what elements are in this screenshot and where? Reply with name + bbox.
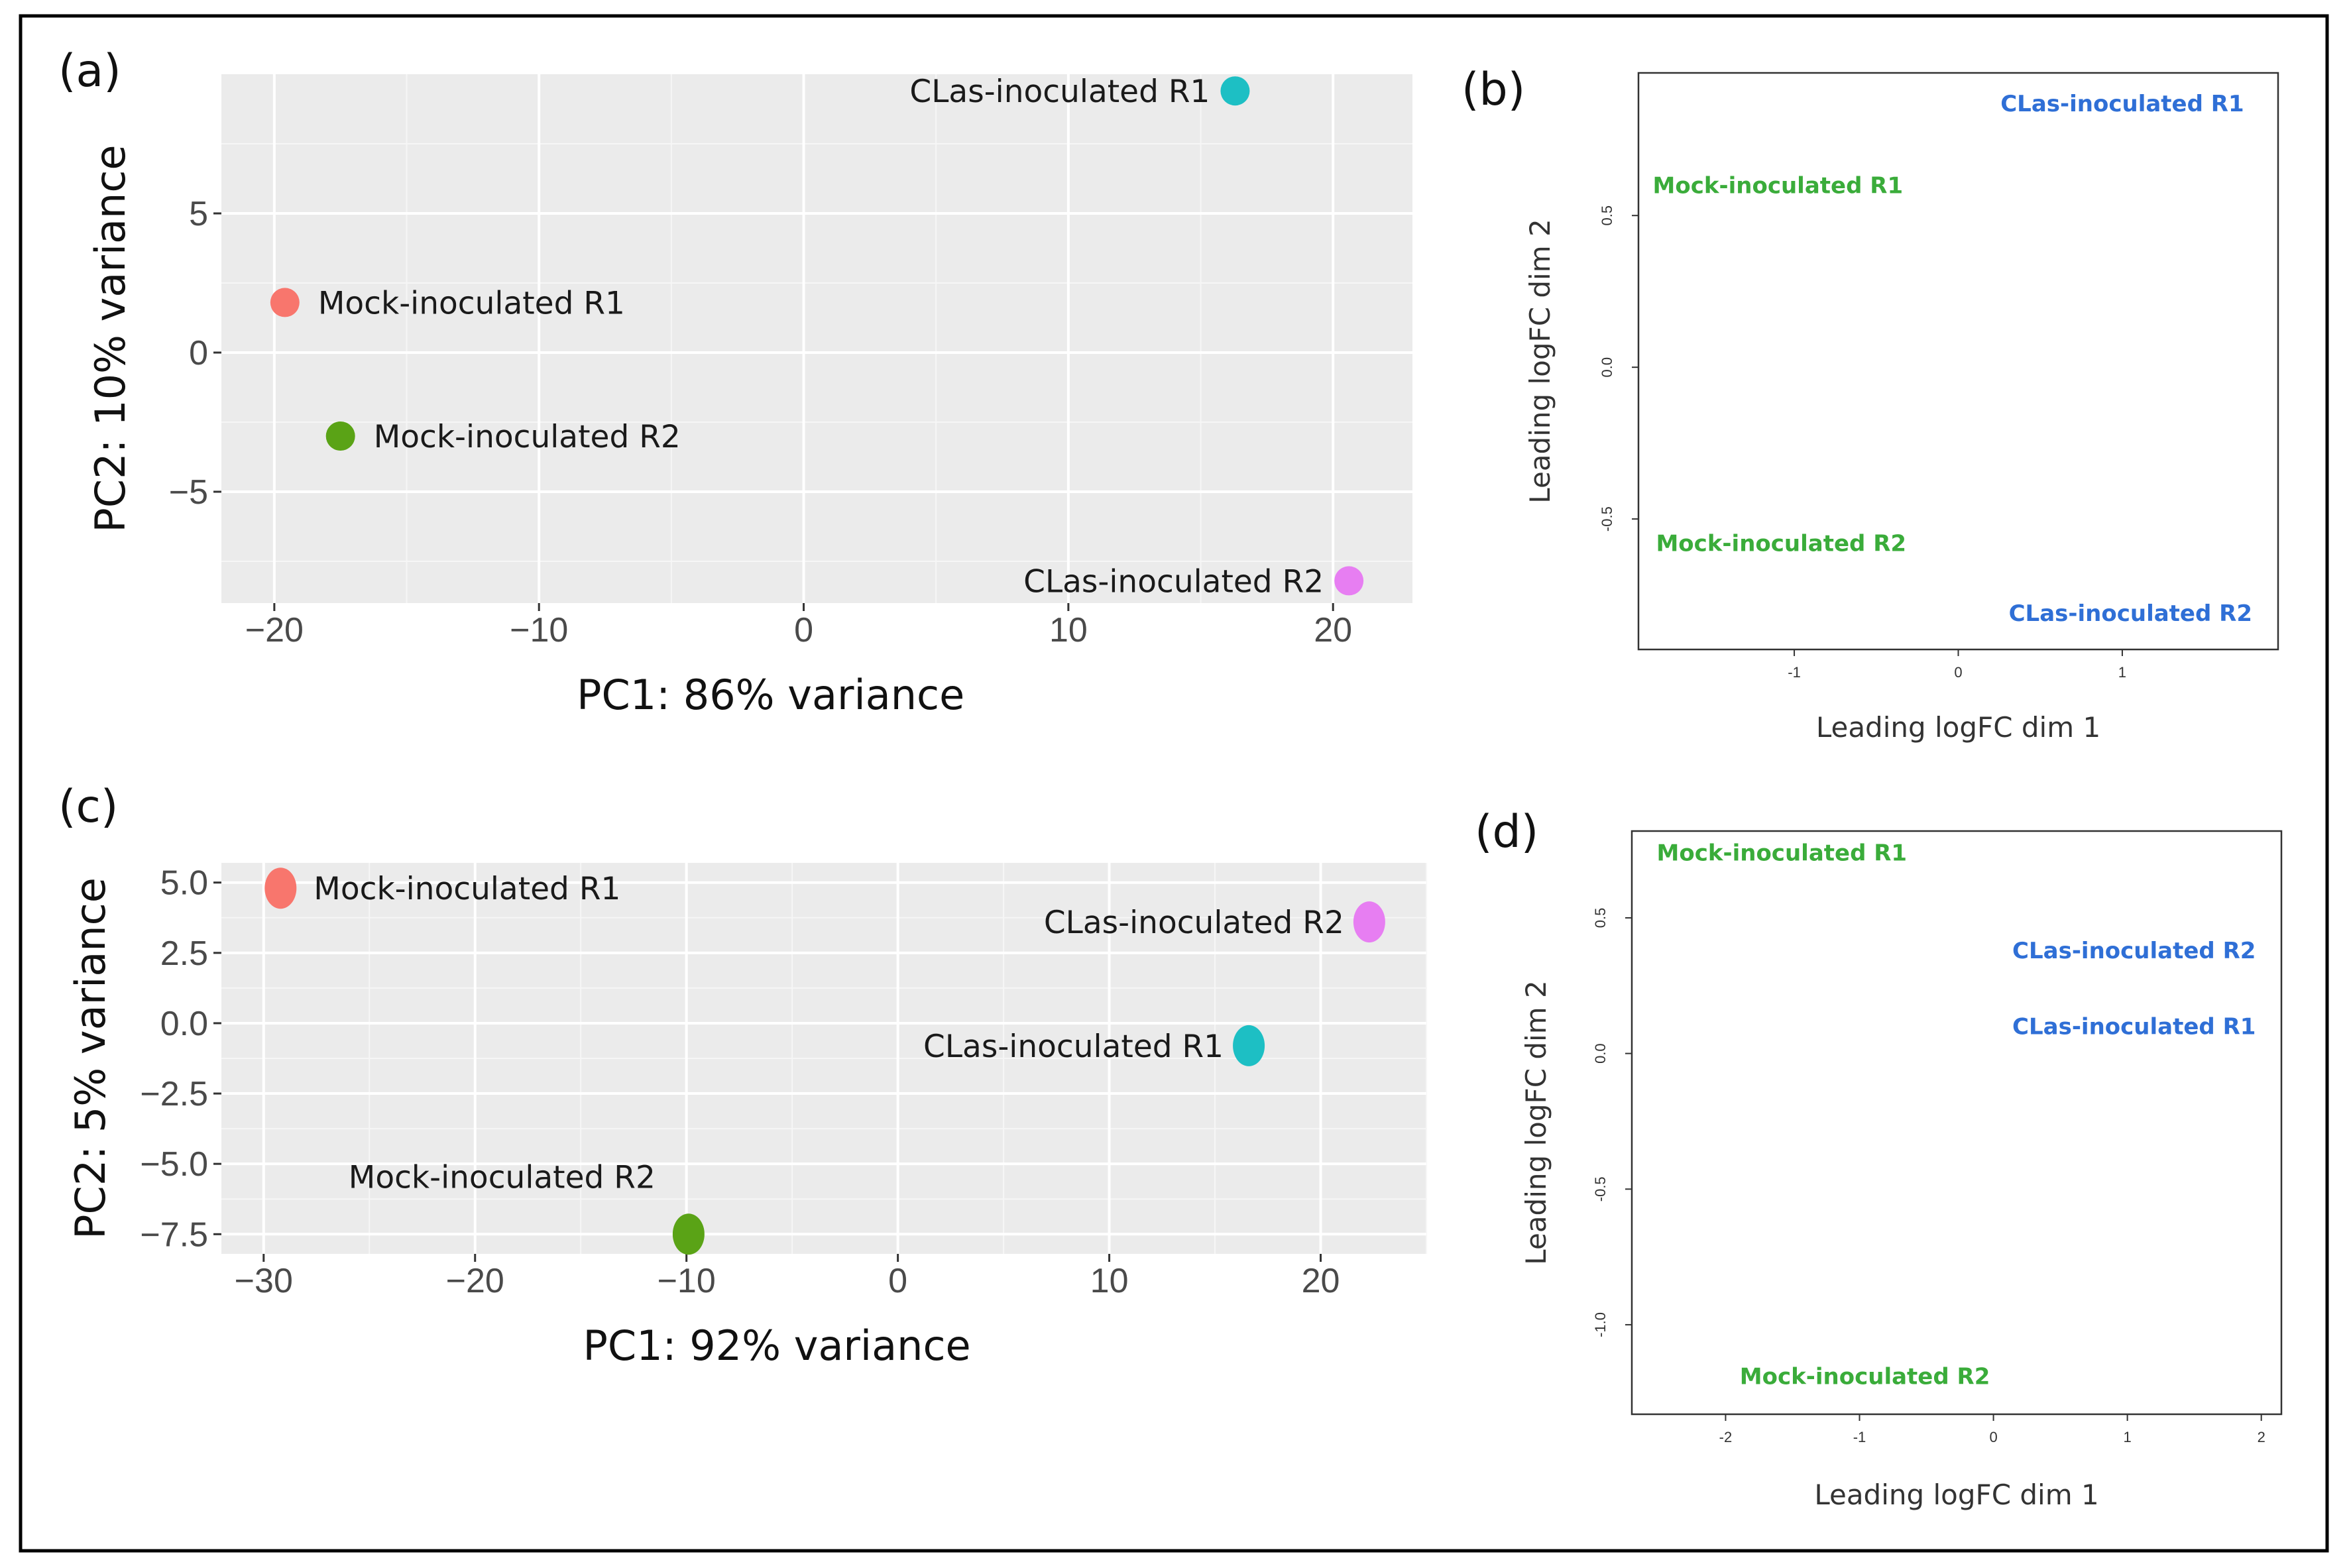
panel-a-y-axis-title: PC2: 10% variance [86,144,135,532]
panel-a-plot-background [221,74,1412,603]
panel-a-x-tick-label: −20 [245,611,304,649]
panel-c-point-clas-inoculated-r2 [1353,901,1385,943]
panel-b-plot-box [1637,72,2279,651]
panel-d: (d) -2 -1 0 1 2 -1.0 -0.5 0.0 0.5 Leading logFC d… [1475,806,2283,1511]
figure-frame [19,14,2329,1553]
panel-letter-a: (a) [58,45,121,97]
panel-b-y-tick-label: 0.5 [1599,205,1615,226]
panel-a-point-label-clas-inoculated-r1: CLas-inoculated R1 [909,74,1210,110]
panel-c-y-tick-label: 0.0 [160,1005,208,1043]
panel-letter-b: (b) [1461,64,1525,116]
panel-a-x-axis-title: PC1: 86% variance [577,671,964,719]
panel-a-x-tick-label: −10 [510,611,568,649]
panel-d-point-label-mock-inoculated-r2: Mock-inoculated R2 [1740,1364,1990,1390]
panel-d-x-tick-label: -2 [1719,1429,1733,1445]
panel-a: (a) −20 −10 0 10 20 −5 0 5 PC1: 86% variance PC2:… [58,45,1412,719]
panel-d-y-axis-title: Leading logFC dim 2 [1520,980,1552,1264]
panel-c-y-axis-title: PC2: 5% variance [66,877,115,1239]
panel-c-point-clas-inoculated-r1 [1233,1025,1265,1066]
panel-b-point-label-mock-inoculated-r1: Mock-inoculated R1 [1653,172,1904,199]
panel-c-point-mock-inoculated-r1 [264,868,297,909]
panel-letter-c: (c) [58,781,118,833]
panel-a-point-label-mock-inoculated-r2: Mock-inoculated R2 [374,419,681,455]
panel-c-point-label-clas-inoculated-r1: CLas-inoculated R1 [923,1029,1224,1065]
panel-a-point-label-clas-inoculated-r2: CLas-inoculated R2 [1023,563,1324,600]
panel-d-y-tick-label: 0.5 [1592,908,1609,928]
panel-a-x-tick-label: 20 [1314,611,1352,649]
panel-d-x-tick-label: -1 [1853,1429,1866,1445]
panel-a-y-tick-label: 0 [189,334,208,372]
panel-a-point-clas-inoculated-r1 [1220,76,1250,106]
panel-b-y-axis-title: Leading logFC dim 2 [1524,219,1556,503]
panel-c-point-mock-inoculated-r2 [672,1213,705,1255]
panel-d-y-tick-label: 0.0 [1592,1043,1609,1064]
panel-c-x-tick-label: 20 [1302,1262,1340,1300]
panel-b: (b) -1 0 1 -0.5 0.0 0.5 Leading logFC dim 1 Lea… [1461,64,2279,744]
panel-a-point-mock-inoculated-r1 [270,288,300,317]
panel-d-x-tick-label: 0 [1989,1429,1997,1445]
panel-c-x-axis-title: PC1: 92% variance [583,1321,971,1370]
panel-b-point-label-clas-inoculated-r1: CLas-inoculated R1 [2000,91,2244,117]
panel-letter-d: (d) [1475,806,1538,858]
panel-d-x-tick-label: 2 [2258,1429,2265,1445]
panel-c-point-label-clas-inoculated-r2: CLas-inoculated R2 [1044,905,1344,941]
panel-a-point-clas-inoculated-r2 [1334,566,1364,596]
panel-d-point-label-mock-inoculated-r1: Mock-inoculated R1 [1657,840,1908,867]
panel-b-x-tick-label: 1 [2118,664,2126,681]
panel-c: (c) −30 −20 −10 0 10 20 −7.5 −5.0 −2.5 0.0 2.5 5.0 P… [58,781,1427,1370]
panel-a-x-tick-label: 0 [794,611,813,649]
panel-b-point-label-mock-inoculated-r2: Mock-inoculated R2 [1656,531,1906,557]
panel-a-point-label-mock-inoculated-r1: Mock-inoculated R1 [318,285,625,321]
panel-d-point-label-clas-inoculated-r2: CLas-inoculated R2 [2012,938,2256,964]
panel-c-y-tick-label: −7.5 [140,1215,208,1254]
panel-c-x-tick-label: 0 [888,1262,907,1300]
panel-b-y-tick-label: 0.0 [1599,357,1615,378]
panel-d-x-tick-label: 1 [2124,1429,2132,1445]
panel-a-point-mock-inoculated-r2 [325,421,355,451]
panel-a-x-tick-label: 10 [1049,611,1088,649]
panel-d-point-label-clas-inoculated-r1: CLas-inoculated R1 [2012,1014,2256,1040]
panel-c-x-tick-label: −30 [235,1262,293,1300]
panel-d-x-axis-title: Leading logFC dim 1 [1814,1479,2098,1511]
panel-b-x-tick-label: -1 [1788,664,1801,681]
panel-c-x-tick-label: −20 [446,1262,504,1300]
panel-c-x-tick-label: −10 [658,1262,716,1300]
panel-c-y-tick-label: 2.5 [160,934,208,973]
panel-d-plot-box [1631,830,2283,1416]
panel-b-y-tick-label: -0.5 [1599,506,1615,532]
panel-d-y-tick-label: -0.5 [1592,1176,1609,1202]
panel-d-y-tick-label: -1.0 [1592,1312,1609,1337]
panel-b-x-axis-title: Leading logFC dim 1 [1816,711,2100,744]
panel-c-x-tick-label: 10 [1090,1262,1129,1300]
panel-a-y-tick-label: 5 [189,195,208,233]
panel-c-y-tick-label: 5.0 [160,864,208,903]
panel-c-point-label-mock-inoculated-r2: Mock-inoculated R2 [349,1159,656,1196]
panel-c-point-label-mock-inoculated-r1: Mock-inoculated R1 [314,871,620,907]
panel-c-y-tick-label: −5.0 [140,1145,208,1184]
panel-b-point-label-clas-inoculated-r2: CLas-inoculated R2 [2009,600,2252,627]
panel-c-y-tick-label: −2.5 [140,1075,208,1113]
panel-a-y-tick-label: −5 [169,473,208,512]
panel-b-x-tick-label: 0 [1954,664,1962,681]
